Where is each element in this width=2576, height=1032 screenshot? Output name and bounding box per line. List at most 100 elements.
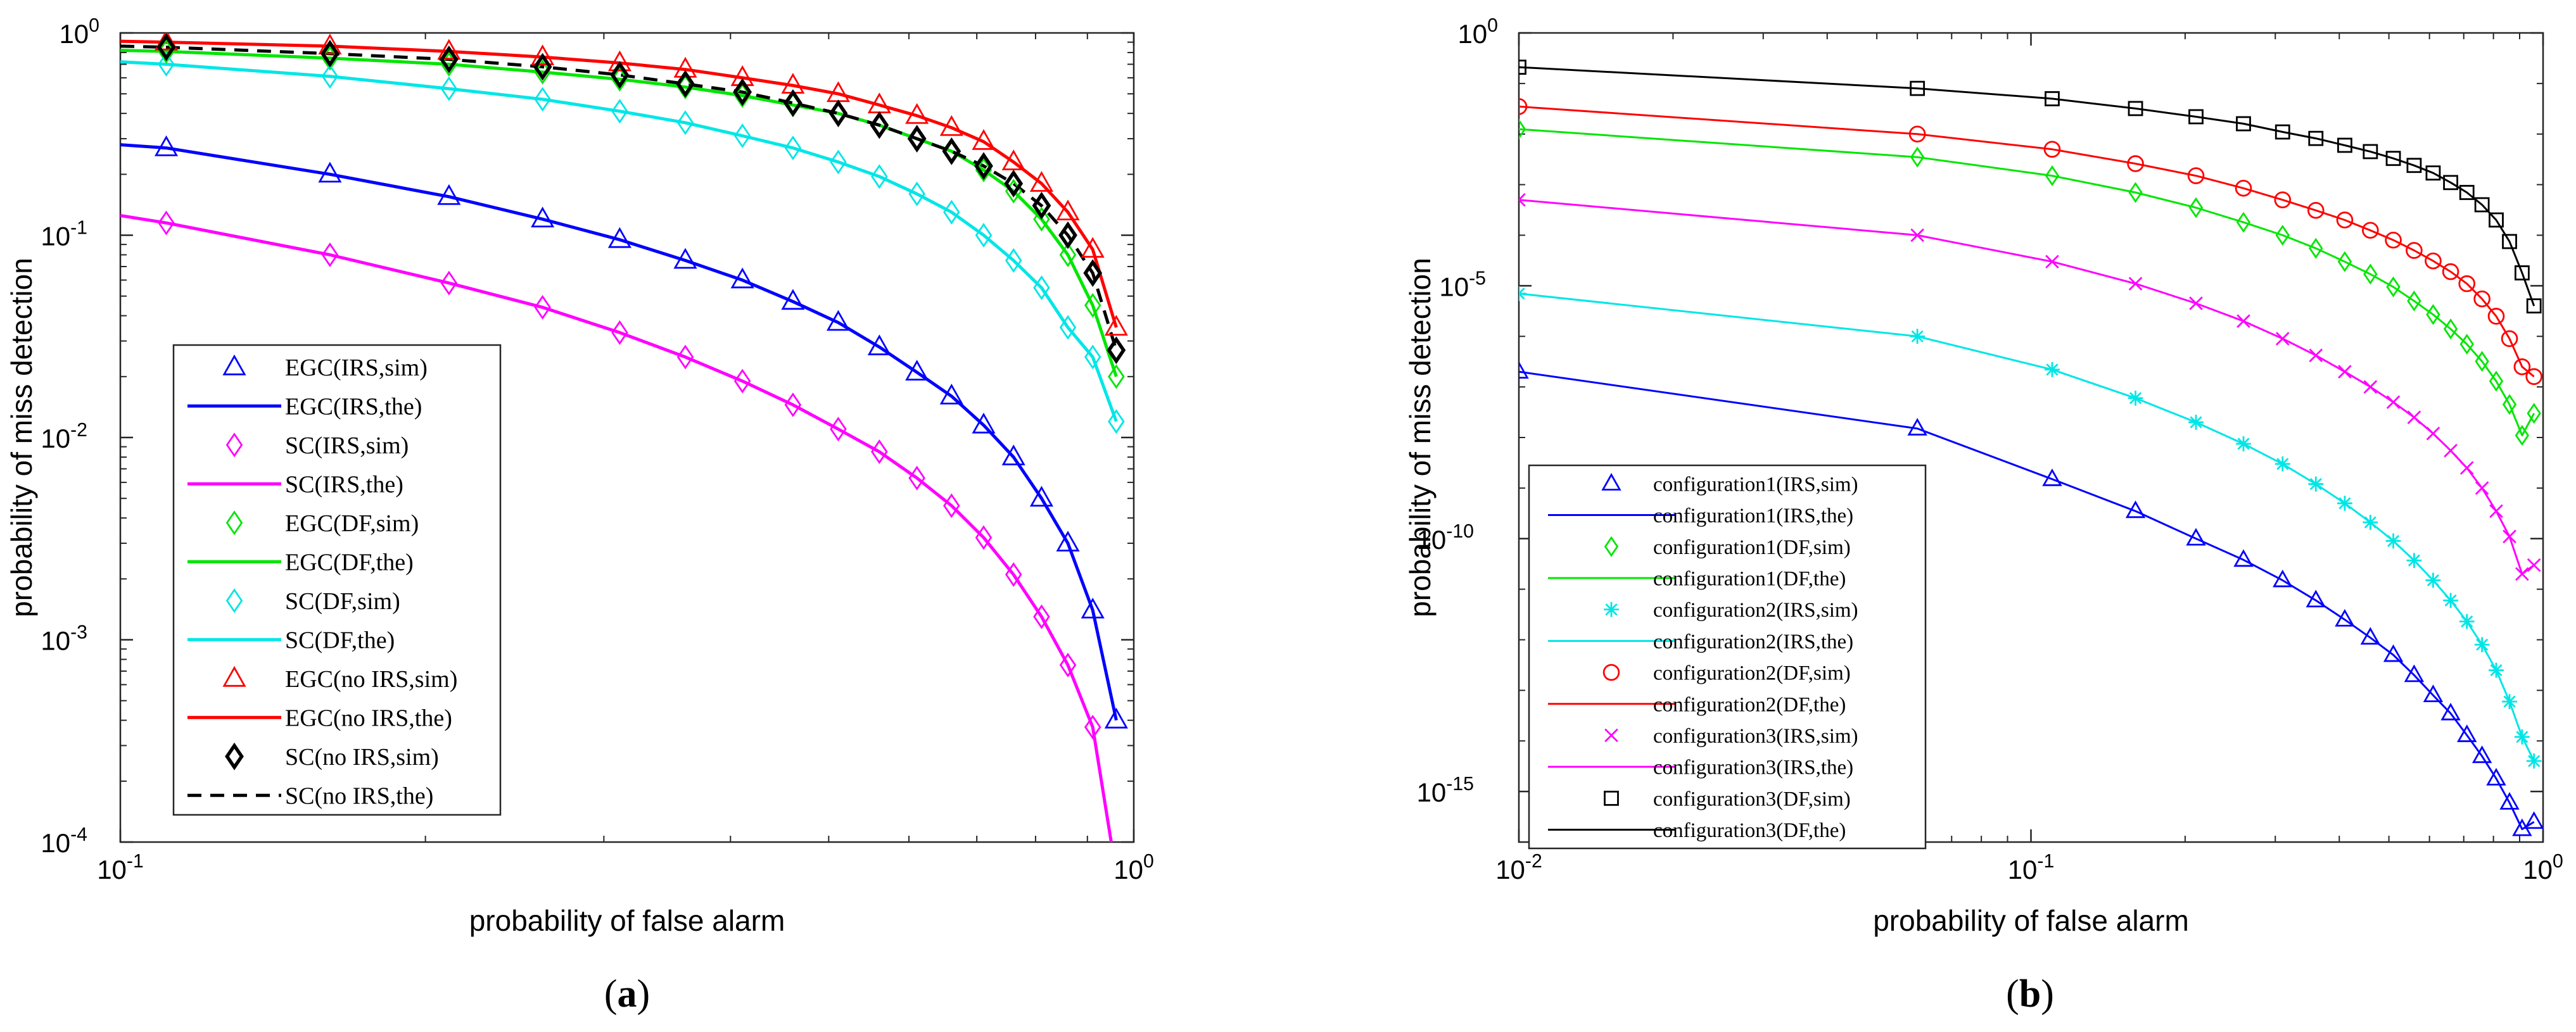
legend-box <box>172 344 502 816</box>
data-point <box>1910 228 1924 242</box>
data-point <box>2308 130 2324 146</box>
legend-symbol <box>1604 790 1619 806</box>
data-point <box>2502 694 2517 709</box>
legend-symbol <box>225 588 243 614</box>
data-point <box>611 320 628 345</box>
data-point <box>2275 124 2290 140</box>
data-point <box>533 53 552 81</box>
chart-panel-a: 10-1 100 10-4 10-3 10-2 10-1 100 probability of… <box>5 15 1154 1016</box>
data-point <box>870 111 889 139</box>
data-point <box>2363 515 2378 530</box>
data-point <box>607 227 631 248</box>
data-point <box>2514 729 2530 745</box>
data-point <box>2337 496 2352 511</box>
data-point <box>2235 179 2252 197</box>
data-point <box>733 123 751 148</box>
major-ticks: 10-1 100 10-4 10-3 10-2 10-1 100 <box>41 15 1153 884</box>
y-tick-label: 10-5 <box>1439 268 1486 301</box>
series-line <box>1519 293 2535 762</box>
y-tick-label: 10-15 <box>1417 774 1474 807</box>
data-point <box>607 50 631 72</box>
data-point <box>1519 361 1529 379</box>
data-point <box>2236 211 2251 233</box>
data-point <box>2045 255 2059 269</box>
data-point <box>2526 298 2542 314</box>
data-point <box>2489 662 2504 678</box>
legend-label: SC(DF,the) <box>285 627 395 654</box>
data-point <box>2306 589 2326 608</box>
data-point <box>1059 242 1077 267</box>
data-point <box>2383 644 2404 662</box>
data-point <box>1083 259 1103 287</box>
data-point <box>2502 234 2517 249</box>
data-point <box>2440 702 2461 721</box>
data-point <box>2309 237 2323 259</box>
x-tick-label: 10-2 <box>1495 851 1542 884</box>
panel-caption: (b) <box>2006 972 2054 1016</box>
data-point <box>2443 175 2459 191</box>
data-point <box>2236 116 2251 132</box>
data-point <box>2336 211 2354 229</box>
legend-label: configuration3(DF,the) <box>1653 819 1846 842</box>
legend-label: configuration3(DF,sim) <box>1653 788 1851 810</box>
data-point <box>2189 296 2203 310</box>
data-point <box>974 152 993 180</box>
series-line <box>1519 66 2535 306</box>
legend-box <box>1528 464 1927 850</box>
legend-label: configuration2(IRS,the) <box>1653 631 1853 653</box>
legend-symbol <box>225 742 244 771</box>
data-point <box>2502 394 2517 415</box>
data-point <box>2487 308 2505 325</box>
data-point <box>2474 197 2490 213</box>
data-point <box>676 344 694 370</box>
legend-symbol <box>1602 664 1620 681</box>
data-point <box>2309 348 2323 363</box>
data-point <box>2385 151 2401 167</box>
data-point <box>975 525 993 550</box>
data-point <box>676 110 694 135</box>
data-point <box>1108 364 1125 389</box>
data-point <box>2443 318 2458 340</box>
data-point <box>943 199 960 225</box>
data-point <box>908 181 925 206</box>
data-point <box>830 417 847 442</box>
data-point <box>784 89 803 117</box>
data-point <box>1910 146 1925 168</box>
data-point <box>2187 167 2205 184</box>
data-point <box>2236 436 2251 451</box>
data-point <box>2128 277 2143 291</box>
data-point <box>531 44 555 66</box>
data-point <box>2273 569 2293 588</box>
x-axis-label: probability of false alarm <box>1873 904 2189 937</box>
data-point <box>2125 500 2146 519</box>
series-line <box>120 214 1113 842</box>
data-point <box>2128 101 2143 116</box>
data-point <box>1005 248 1022 273</box>
legend-label: SC(IRS,the) <box>285 472 403 498</box>
data-point <box>2307 201 2325 219</box>
legend-label: configuration1(DF,the) <box>1653 568 1846 591</box>
legend-symbol <box>1604 536 1619 557</box>
data-point <box>2045 165 2060 187</box>
major-ticks: 10-2 10-1 100 10-15 10-10 10-5 100 <box>1417 15 2563 884</box>
data-point <box>2426 304 2440 325</box>
data-point <box>2128 390 2143 406</box>
legend-label: configuration1(IRS,sim) <box>1653 473 1858 496</box>
data-point <box>2459 614 2475 629</box>
data-point <box>2406 242 2423 259</box>
data-point <box>321 64 339 89</box>
data-point <box>1081 597 1105 619</box>
y-tick-label: 10-10 <box>1417 521 1474 555</box>
data-point <box>2527 558 2541 572</box>
legend-label: configuration3(IRS,the) <box>1653 757 1853 779</box>
data-point <box>939 383 963 405</box>
data-point <box>2363 263 2378 285</box>
data-point <box>1004 170 1024 198</box>
data-point <box>1084 344 1101 370</box>
data-point <box>158 210 175 236</box>
data-point <box>2513 358 2531 375</box>
data-point <box>1032 191 1051 220</box>
legend-label: EGC(IRS,sim) <box>285 355 428 381</box>
data-point <box>1910 80 1926 96</box>
